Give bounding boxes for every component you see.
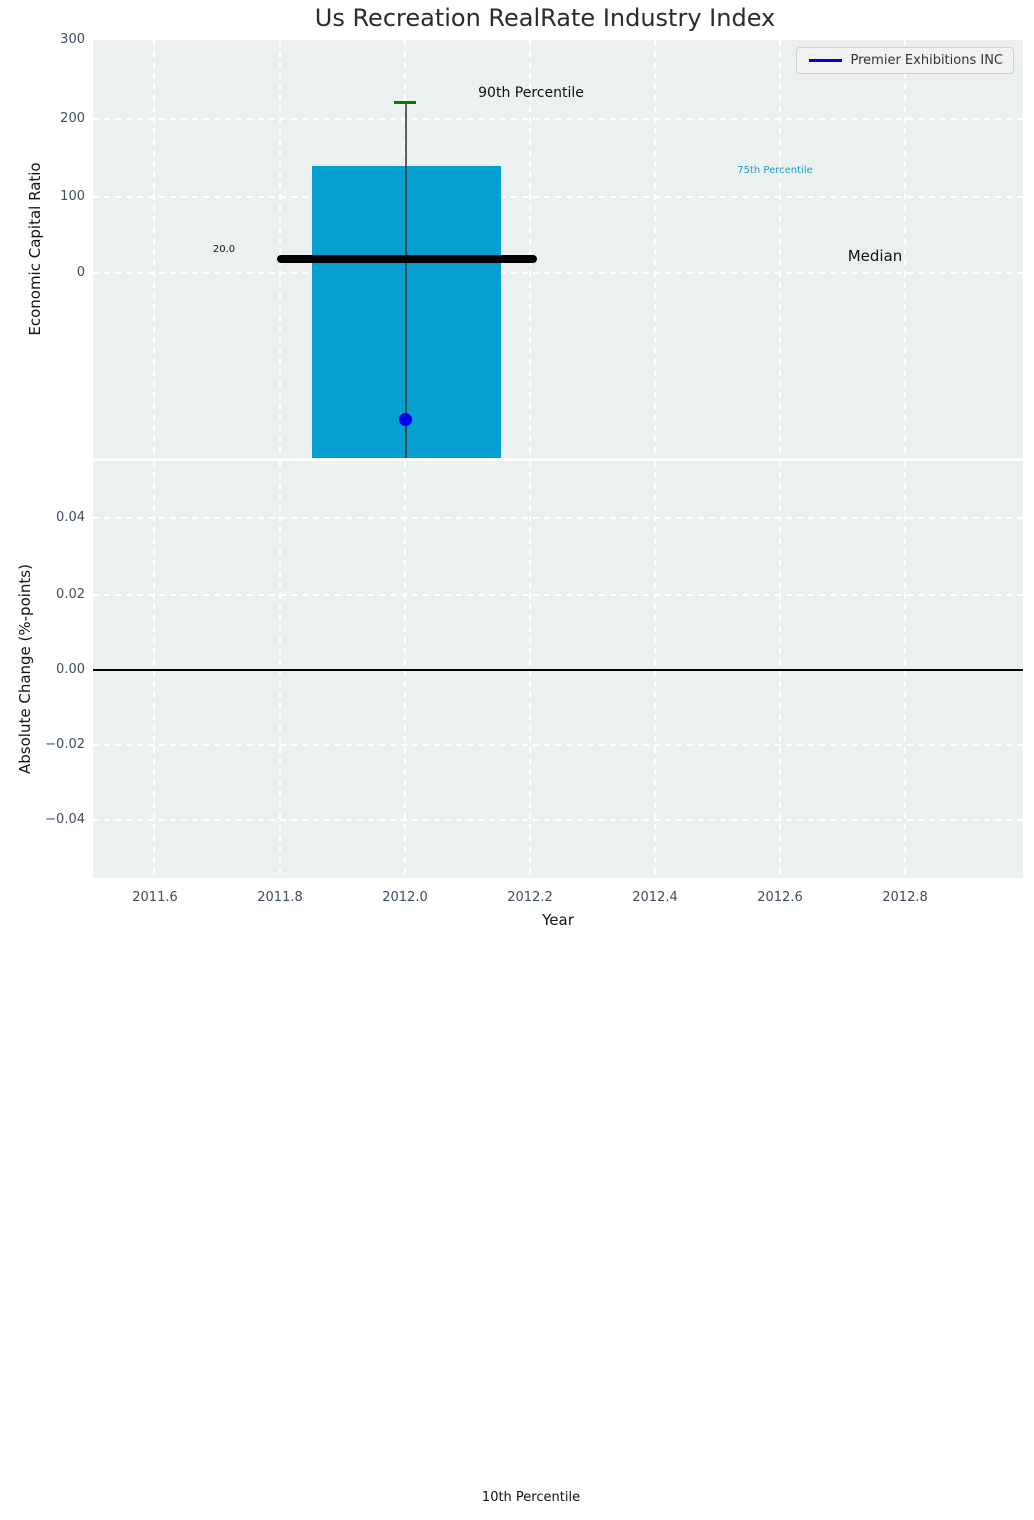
gridline-horizontal xyxy=(93,744,1023,746)
xtick: 2011.8 xyxy=(257,890,303,905)
legend: Premier Exhibitions INC xyxy=(795,47,1014,74)
top-axes: 90th Percentile 75th Percentile Median 2… xyxy=(93,40,1023,458)
x-axis-label: Year xyxy=(542,911,574,929)
median-annotation: Median xyxy=(847,247,903,265)
percentile-whisker xyxy=(404,102,407,458)
xtick: 2012.8 xyxy=(882,890,928,905)
chart-title: Us Recreation RealRate Industry Index xyxy=(314,4,776,32)
ytick-bottom: 0.04 xyxy=(56,510,85,525)
xtick: 2012.2 xyxy=(507,890,553,905)
ytick-bottom: 0.00 xyxy=(56,662,85,677)
p90-cap xyxy=(394,100,416,104)
legend-line-sample xyxy=(808,59,842,62)
xtick: 2011.6 xyxy=(132,890,178,905)
gridline-horizontal xyxy=(93,272,1023,274)
gridline-vertical xyxy=(904,40,906,458)
gridline-horizontal xyxy=(93,819,1023,821)
y-axis-label-bottom: Absolute Change (%-points) xyxy=(16,564,34,774)
ytick-bottom: −0.04 xyxy=(45,812,85,827)
ytick-top: 200 xyxy=(60,111,85,126)
ytick-top: 300 xyxy=(60,32,85,47)
ytick-top: 100 xyxy=(60,189,85,204)
gridline-horizontal xyxy=(93,118,1023,120)
xtick: 2012.6 xyxy=(757,890,803,905)
median-value-label: 20.0 xyxy=(212,244,236,255)
p75-annotation: 75th Percentile xyxy=(737,165,813,176)
legend-label: Premier Exhibitions INC xyxy=(850,53,1003,68)
gridline-vertical xyxy=(279,40,281,458)
ytick-bottom: 0.02 xyxy=(56,587,85,602)
y-axis-label-top: Economic Capital Ratio xyxy=(26,162,44,336)
xtick: 2012.4 xyxy=(632,890,678,905)
gridline-vertical xyxy=(779,40,781,458)
p90-annotation: 90th Percentile xyxy=(478,85,584,101)
median-line xyxy=(277,255,537,263)
gridline-vertical xyxy=(153,40,155,458)
gridline-horizontal xyxy=(93,594,1023,596)
p10-annotation: 10th Percentile xyxy=(481,1490,581,1505)
gridline-horizontal xyxy=(93,517,1023,519)
gridline-vertical xyxy=(654,40,656,458)
bottom-axes xyxy=(93,461,1023,878)
gridline-vertical xyxy=(529,40,531,458)
percentile-bar xyxy=(312,166,501,458)
gridline-horizontal xyxy=(93,196,1023,198)
company-marker xyxy=(399,413,412,426)
xtick: 2012.0 xyxy=(382,890,428,905)
zero-reference-line xyxy=(93,669,1023,671)
ytick-bottom: −0.02 xyxy=(45,737,85,752)
ytick-top: 0 xyxy=(76,265,85,280)
